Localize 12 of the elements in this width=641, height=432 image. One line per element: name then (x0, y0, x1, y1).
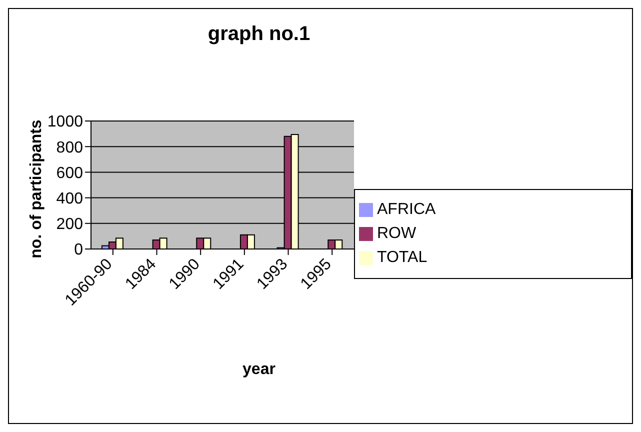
y-axis-title: no. of participants (28, 120, 46, 258)
legend-label: ROW (377, 225, 416, 242)
y-tick-label: 600 (56, 164, 84, 182)
y-tick-label: 0 (74, 242, 84, 259)
y-tick-label: 400 (56, 190, 84, 208)
legend-label: AFRICA (377, 201, 436, 218)
x-axis-title: year (242, 361, 276, 379)
y-tick-label: 800 (56, 139, 84, 156)
y-tick-label: 1000 (47, 114, 84, 131)
legend-label: TOTAL (377, 249, 428, 266)
chart-title: graph no.1 (206, 23, 312, 46)
y-tick-label: 200 (56, 216, 84, 234)
